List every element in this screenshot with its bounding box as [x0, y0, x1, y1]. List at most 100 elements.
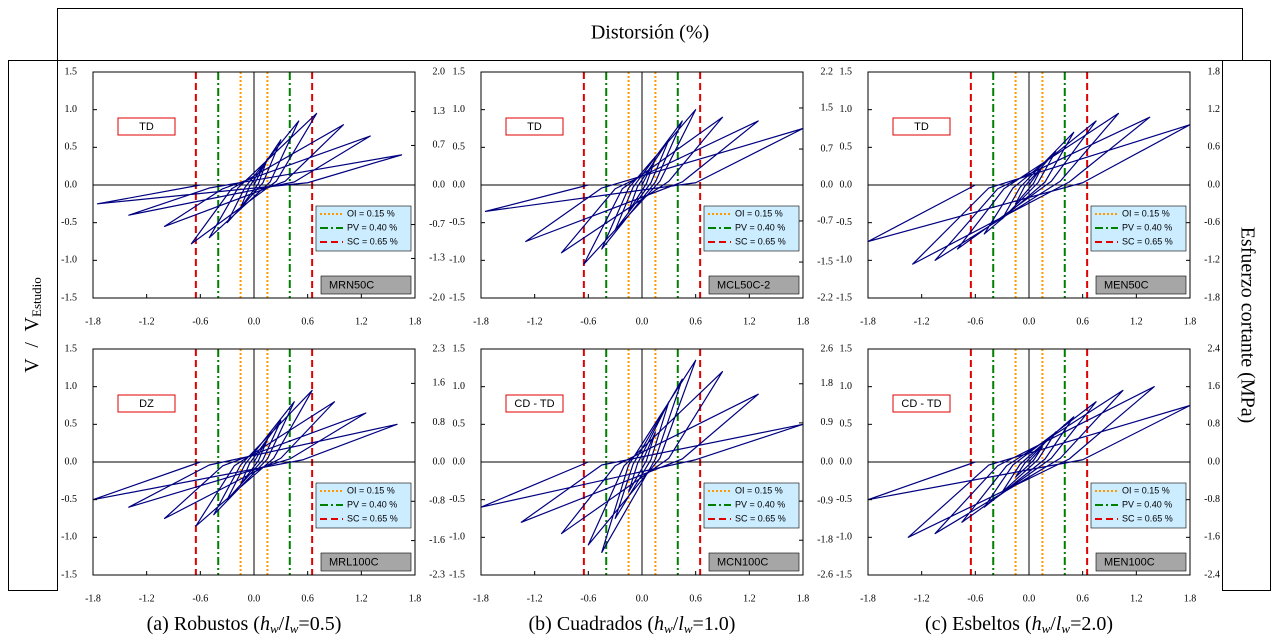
y-tick-label: 0.0: [65, 456, 78, 467]
y-tick-label: -1.0: [449, 532, 465, 543]
panel: -1.8 -1.2 -0.6 0.0 0.6 1.2 1.8 -1.5 -1.0 -0.5 0.0 0…: [449, 66, 833, 327]
specimen-box: [708, 552, 800, 572]
caption-part: w: [270, 621, 279, 636]
y-tick-label: 0.0: [65, 179, 78, 190]
x-tick-label: -0.6: [192, 593, 208, 604]
y2-tick-label: -2.2: [817, 292, 833, 303]
caption-part: /: [673, 613, 679, 635]
hysteresis-curve: [480, 359, 804, 554]
hysteresis-curve: [867, 386, 1191, 538]
y-tick-label: 1.5: [65, 66, 78, 77]
panel: -1.8 -1.2 -0.6 0.0 0.6 1.2 1.8 -1.5 -1.0 -0.5 0.0 0…: [449, 343, 833, 604]
header-title: Distorsión (%): [591, 22, 709, 44]
y2-tick-label: -0.8: [1204, 494, 1220, 505]
y2-tick-label: 1.6: [1208, 381, 1221, 392]
caption-part: h: [260, 613, 270, 635]
legend-label: OI = 0.15 %: [347, 485, 395, 495]
x-tick-label: 0.0: [636, 593, 649, 604]
failure-mode-box: [892, 394, 951, 413]
x-tick-label: 1.2: [743, 593, 756, 604]
y2-tick-label: -2.0: [429, 292, 445, 303]
y-tick-label: -1.5: [836, 569, 852, 580]
legend-label: SC = 0.65 %: [735, 513, 786, 523]
y-tick-label: -1.5: [449, 292, 465, 303]
failure-mode: CD - TD: [514, 398, 554, 410]
caption: (a) Robustos (hw/lw=0.5): [147, 613, 342, 636]
caption-part: w: [1042, 621, 1051, 636]
hysteresis-curve: [96, 112, 403, 245]
y-tick-label: 1.0: [840, 381, 853, 392]
x-tick-label: -1.8: [860, 316, 876, 327]
x-tick-label: 1.2: [1130, 593, 1143, 604]
label-subscript: Estudio: [29, 277, 44, 317]
y2-tick-label: -1.5: [817, 256, 833, 267]
x-tick-label: 0.6: [1076, 316, 1089, 327]
y-tick-label: -0.5: [449, 494, 465, 505]
hysteresis-curve: [867, 112, 1191, 265]
x-tick-label: -1.8: [85, 593, 101, 604]
x-tick-label: -0.6: [967, 593, 983, 604]
y2-tick-label: 0.0: [433, 456, 446, 467]
x-tick-label: -0.6: [580, 593, 596, 604]
legend-label: OI = 0.15 %: [1122, 208, 1170, 218]
panel: -1.8 -1.2 -0.6 0.0 0.6 1.2 1.8 -1.5 -1.0 -0.5 0.0 0…: [836, 343, 1220, 604]
x-tick-label: 0.6: [689, 316, 702, 327]
y2-tick-label: 2.6: [821, 343, 834, 354]
specimen-label: MRL100C: [329, 556, 379, 568]
x-tick-label: 1.8: [797, 316, 810, 327]
failure-mode: TD: [914, 121, 929, 133]
caption: (b) Cuadrados (hw/lw=1.0): [529, 613, 736, 636]
x-tick-label: 0.0: [636, 316, 649, 327]
y2-tick-label: 0.0: [1208, 179, 1221, 190]
y2-tick-label: -1.3: [429, 253, 445, 264]
specimen-label: MEN100C: [1104, 556, 1155, 568]
caption-part: =1.0): [693, 613, 736, 635]
legend-label: SC = 0.65 %: [347, 236, 398, 246]
y-tick-label: 1.5: [840, 343, 853, 354]
caption-part: l: [284, 613, 290, 635]
failure-mode-box: [892, 117, 951, 136]
y-tick-label: 0.0: [453, 456, 466, 467]
legend-label: PV = 0.40 %: [347, 499, 397, 509]
x-tick-label: -1.8: [860, 593, 876, 604]
x-tick-label: -1.2: [527, 316, 543, 327]
y-tick-label: -1.0: [61, 532, 77, 543]
y-tick-label: -0.5: [449, 217, 465, 228]
hysteresis-curve: [484, 109, 804, 265]
specimen-label: MRN50C: [329, 279, 374, 291]
y2-tick-label: -1.8: [1204, 292, 1220, 303]
caption-part: /: [279, 613, 285, 635]
y2-tick-label: 1.2: [1208, 104, 1221, 115]
x-tick-label: 1.2: [1130, 316, 1143, 327]
y-tick-label: 0.5: [840, 419, 853, 430]
legend-label: PV = 0.40 %: [735, 499, 785, 509]
header-box: [57, 8, 1243, 61]
x-tick-label: 0.6: [301, 593, 314, 604]
caption-part: w: [684, 621, 693, 636]
caption-part: (a) Robustos (: [147, 613, 261, 635]
y-tick-label: -1.5: [61, 569, 77, 580]
specimen-box: [320, 275, 412, 295]
y-tick-label: 0.5: [453, 142, 466, 153]
y2-tick-label: 1.8: [1208, 66, 1221, 77]
y-tick-label: 1.5: [453, 66, 466, 77]
x-tick-label: 1.8: [1184, 316, 1197, 327]
x-tick-label: -1.8: [473, 316, 489, 327]
y-tick-label: 0.0: [453, 179, 466, 190]
y-tick-label: 0.5: [453, 419, 466, 430]
x-tick-label: -1.2: [139, 316, 155, 327]
left-label-box: [8, 60, 58, 591]
y2-tick-label: -1.6: [1204, 532, 1220, 543]
caption-part: =2.0): [1070, 613, 1113, 635]
x-tick-label: -0.6: [967, 316, 983, 327]
y2-tick-label: 0.0: [821, 456, 834, 467]
y2-tick-label: -2.4: [1204, 569, 1220, 580]
y2-tick-label: 2.3: [433, 343, 446, 354]
y-tick-label: -1.0: [836, 255, 852, 266]
y2-tick-label: 2.0: [433, 66, 446, 77]
legend-label: OI = 0.15 %: [735, 208, 783, 218]
x-tick-label: -1.2: [527, 593, 543, 604]
y2-tick-label: 2.4: [1208, 343, 1221, 354]
y2-tick-label: -1.6: [429, 535, 445, 546]
legend-label: OI = 0.15 %: [347, 208, 395, 218]
